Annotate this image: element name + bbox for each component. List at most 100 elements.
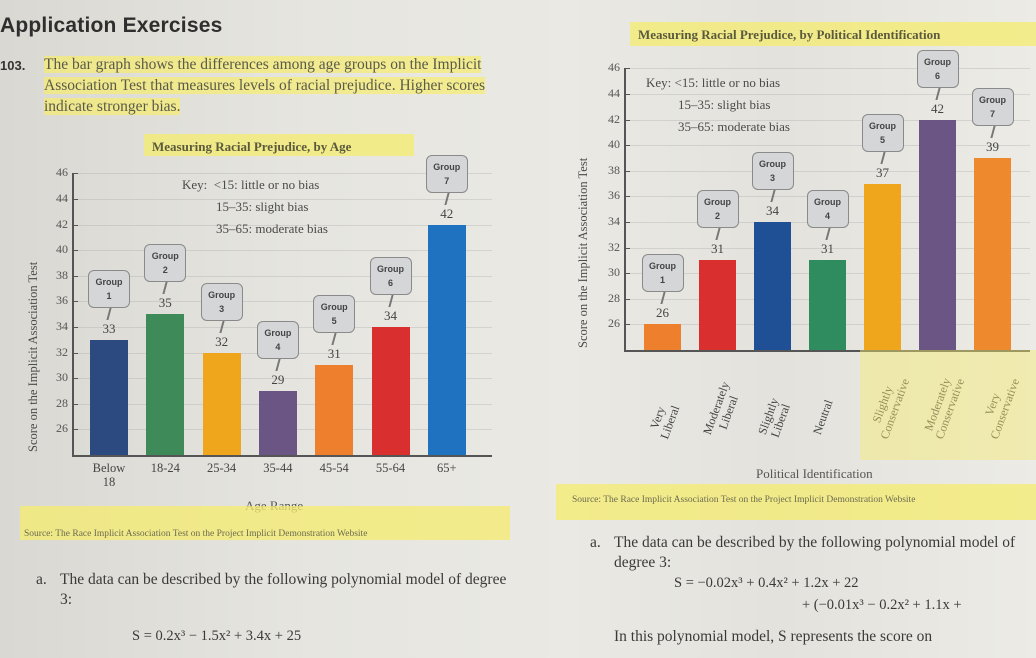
group-callout: Group 1 — [88, 269, 130, 308]
political-bar-chart: 26 28 30 32 34 36 38 40 42 44 46 26 Group 1 Very Libera… — [608, 49, 1030, 441]
gridline — [72, 199, 492, 200]
group-callout-text: Group — [95, 276, 123, 287]
group-callout-text: 1 — [106, 290, 112, 301]
title-highlight-right — [630, 22, 1036, 46]
y-tick-label: 32 — [608, 239, 620, 254]
group-callout-text: Group — [151, 251, 179, 262]
x-tick-word: 35-44 — [263, 461, 293, 475]
tick-mark — [624, 298, 630, 300]
bar — [699, 260, 736, 350]
exercise-number: 103. — [0, 58, 26, 73]
bar — [427, 224, 466, 455]
gridline — [624, 247, 1030, 249]
source-highlight-right — [556, 484, 1036, 520]
group-callout-text: 4 — [275, 342, 281, 352]
y-tick-label: 40 — [56, 242, 68, 257]
value-label: 33 — [102, 320, 116, 336]
group-callout-text: Group — [814, 197, 841, 208]
group-callout-text: 3 — [219, 303, 225, 314]
y-tick-label: 34 — [56, 319, 68, 333]
value-label: 31 — [711, 241, 724, 257]
bar — [315, 365, 354, 455]
tick-mark — [72, 327, 78, 328]
value-label: 26 — [656, 305, 669, 321]
tick-mark — [624, 94, 630, 95]
callout-pointer — [989, 126, 995, 138]
callout-pointer — [879, 151, 885, 164]
y-tick-label: 44 — [56, 191, 68, 205]
value-label: 31 — [327, 346, 341, 362]
x-tick-word: 45-54 — [319, 461, 349, 475]
x-tick-word: 18-24 — [150, 461, 180, 475]
gridline — [72, 224, 492, 226]
value-label: 35 — [158, 295, 172, 311]
gridline — [72, 301, 492, 303]
gridline — [624, 119, 1030, 121]
right-x-axis-title: Political Identification — [756, 466, 873, 481]
tick-mark — [624, 247, 630, 249]
left-equation: S = 0.2x³ − 1.5x² + 3.4x + 25 — [132, 628, 302, 644]
tick-mark — [72, 224, 78, 226]
group-callout-text: Group — [759, 159, 786, 169]
y-tick-label: 34 — [608, 214, 620, 228]
tick-mark — [72, 173, 78, 175]
age-bar-chart: 26 28 30 32 34 36 38 40 42 44 46 33 Group 1 Below 18 35 G… — [0, 0, 520, 520]
group-callout-text: 6 — [934, 70, 940, 81]
y-tick-label: 42 — [608, 111, 620, 126]
y-tick-label: 28 — [56, 395, 68, 410]
group-callout-text: 7 — [989, 109, 995, 119]
right-y-axis-title: Score on the Implicit Association Test — [576, 157, 590, 348]
x-tick-label: Very Liberal — [646, 399, 682, 441]
group-callout: Group 3 — [200, 282, 243, 321]
x-tick-label: Slightly Liberal — [755, 396, 793, 441]
x-tick-label: Neutral — [810, 398, 835, 437]
gridline — [624, 170, 1030, 172]
group-callout-text: 5 — [879, 134, 885, 145]
group-callout: Group 2 — [696, 190, 739, 229]
value-label: 29 — [271, 372, 285, 387]
y-axis — [624, 68, 626, 350]
y-tick-label: 26 — [56, 421, 68, 436]
tick-mark — [72, 199, 78, 200]
x-axis — [72, 455, 492, 457]
left-part-a-label: a. — [36, 571, 47, 588]
group-callout-text: 2 — [714, 211, 720, 222]
y-tick-label: 38 — [608, 162, 620, 177]
y-tick-label: 44 — [608, 86, 620, 100]
x-tick-label: 55-64 — [367, 461, 415, 475]
group-callout: Group 5 — [861, 113, 904, 152]
tick-mark — [72, 429, 78, 431]
y-tick-label: 28 — [608, 290, 620, 305]
x-axis — [624, 350, 1030, 352]
callout-pointer — [824, 228, 830, 241]
x-tick-word: 65+ — [437, 461, 457, 475]
bar — [864, 183, 901, 350]
gridline — [72, 173, 492, 175]
tick-mark — [72, 250, 78, 252]
bar — [644, 324, 681, 350]
y-tick-label: 30 — [56, 370, 68, 385]
x-tick-label: 35-44 — [254, 461, 302, 475]
group-callout: Group 4 — [256, 321, 299, 359]
value-label: 34 — [766, 203, 779, 218]
y-axis — [72, 173, 74, 455]
tick-mark — [624, 170, 630, 172]
right-part-a-label: a. — [590, 534, 601, 551]
tick-mark — [72, 378, 78, 380]
value-label: 37 — [876, 164, 889, 180]
right-key: Key: <15: little or no bias 15–35: sligh… — [646, 75, 790, 134]
gridline — [72, 275, 492, 277]
value-label: 32 — [215, 333, 229, 349]
bar — [258, 391, 297, 455]
x-tick-label: 45-54 — [310, 461, 358, 475]
tick-mark — [72, 301, 78, 303]
bar — [754, 222, 791, 350]
value-label: 39 — [986, 139, 999, 154]
tick-mark — [72, 352, 78, 354]
group-callout-text: Group — [979, 95, 1006, 105]
gridline — [72, 250, 492, 252]
bar — [809, 260, 846, 350]
y-tick-label: 32 — [56, 344, 68, 359]
group-callout: Group 7 — [425, 154, 468, 193]
bar — [974, 158, 1011, 350]
